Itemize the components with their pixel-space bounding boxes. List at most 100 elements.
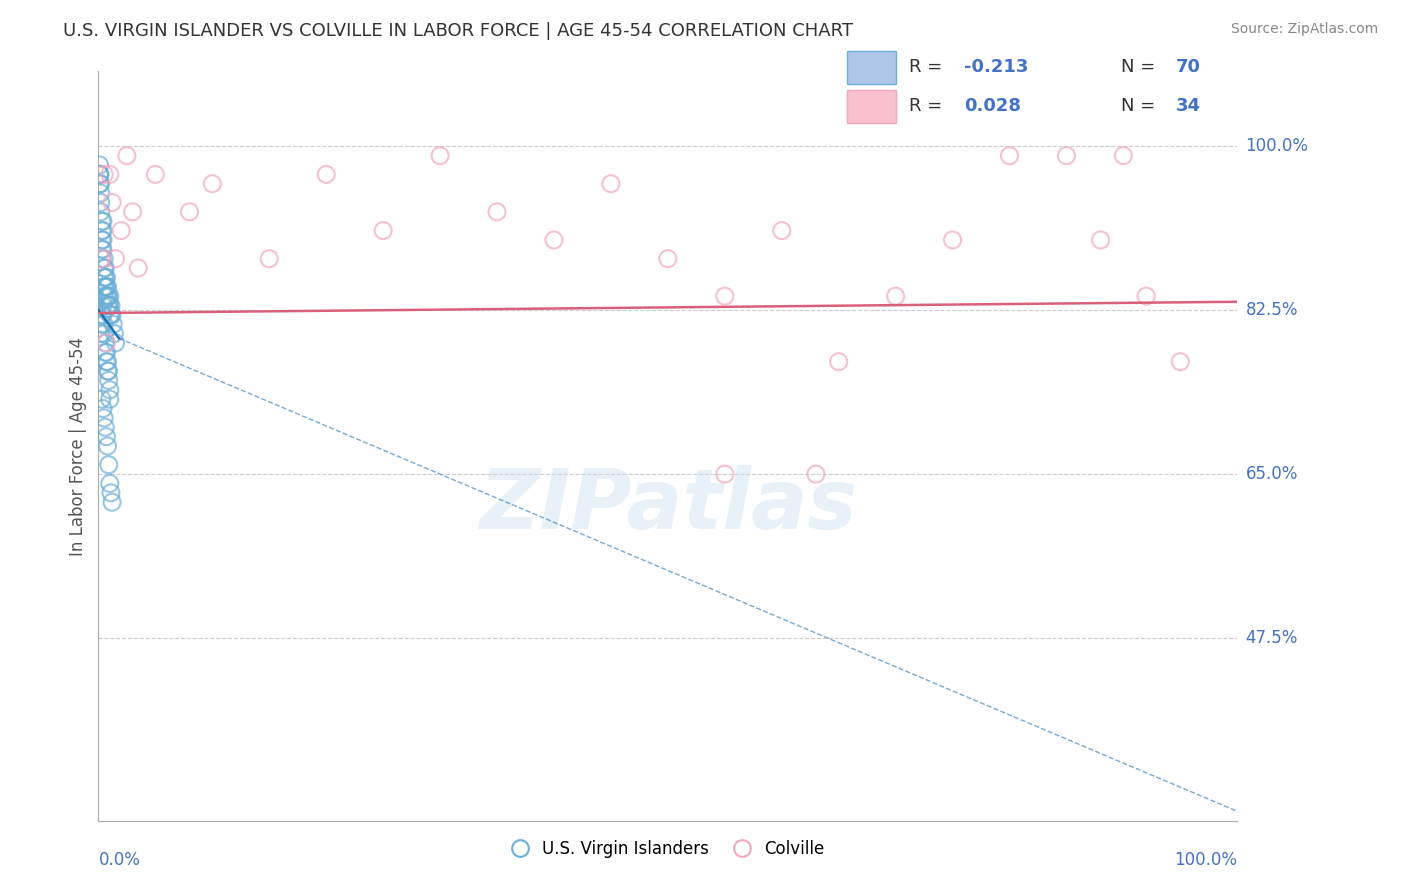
Point — [179, 205, 201, 219]
Point — [127, 261, 149, 276]
Point — [1090, 233, 1112, 247]
Point — [90, 318, 112, 332]
Point — [315, 168, 337, 182]
Point — [201, 177, 224, 191]
Point — [121, 205, 143, 219]
Point — [94, 336, 117, 351]
Point — [98, 308, 121, 322]
Point — [96, 280, 118, 294]
Point — [90, 308, 112, 322]
Point — [89, 158, 111, 172]
Point — [770, 224, 793, 238]
Point — [101, 495, 124, 509]
Point — [93, 252, 115, 266]
Point — [96, 345, 118, 359]
Text: N =: N = — [1121, 97, 1161, 115]
Point — [91, 224, 114, 238]
Point — [100, 308, 122, 322]
Point — [98, 392, 121, 407]
Point — [96, 289, 118, 303]
Point — [90, 224, 112, 238]
Text: 82.5%: 82.5% — [1246, 301, 1298, 319]
Point — [94, 261, 117, 276]
Point — [91, 401, 114, 416]
Point — [96, 355, 118, 369]
Point — [96, 430, 118, 444]
Point — [429, 149, 451, 163]
Text: 0.028: 0.028 — [965, 97, 1021, 115]
Point — [1135, 289, 1157, 303]
Text: 100.0%: 100.0% — [1246, 137, 1309, 155]
Point — [97, 364, 120, 378]
Point — [145, 168, 167, 182]
Point — [90, 177, 112, 191]
Point — [90, 233, 112, 247]
Point — [91, 214, 114, 228]
Point — [1170, 355, 1192, 369]
Point — [94, 345, 117, 359]
Point — [96, 336, 118, 351]
Point — [828, 355, 851, 369]
Point — [96, 439, 118, 453]
Point — [91, 308, 114, 322]
Point — [98, 383, 121, 397]
Point — [93, 411, 115, 425]
Point — [97, 374, 120, 388]
Point — [93, 270, 115, 285]
Point — [94, 280, 117, 294]
Point — [90, 326, 112, 341]
Point — [97, 299, 120, 313]
Point — [97, 458, 120, 472]
Text: 0.0%: 0.0% — [98, 851, 141, 869]
Point — [90, 243, 112, 257]
Point — [90, 195, 112, 210]
Point — [98, 168, 121, 182]
Bar — [846, 52, 897, 84]
Point — [714, 467, 737, 482]
Point — [101, 195, 124, 210]
Text: ZIPatlas: ZIPatlas — [479, 466, 856, 547]
Point — [998, 149, 1021, 163]
Point — [100, 299, 122, 313]
Text: U.S. VIRGIN ISLANDER VS COLVILLE IN LABOR FORCE | AGE 45-54 CORRELATION CHART: U.S. VIRGIN ISLANDER VS COLVILLE IN LABO… — [63, 22, 853, 40]
Point — [93, 168, 115, 182]
Point — [600, 177, 623, 191]
Point — [90, 392, 112, 407]
Point — [90, 205, 112, 219]
Text: Source: ZipAtlas.com: Source: ZipAtlas.com — [1230, 22, 1378, 37]
Point — [90, 252, 112, 266]
Point — [93, 326, 115, 341]
Point — [93, 261, 115, 276]
Text: R =: R = — [908, 97, 948, 115]
Text: 70: 70 — [1175, 59, 1201, 77]
Point — [657, 252, 679, 266]
Point — [104, 336, 127, 351]
Point — [96, 355, 118, 369]
Text: 34: 34 — [1175, 97, 1201, 115]
Text: R =: R = — [908, 59, 948, 77]
Point — [884, 289, 907, 303]
Point — [103, 326, 125, 341]
Text: -0.213: -0.213 — [965, 59, 1028, 77]
Point — [104, 252, 127, 266]
Point — [96, 270, 118, 285]
Point — [110, 224, 132, 238]
Point — [96, 280, 118, 294]
Point — [90, 186, 112, 201]
Point — [89, 177, 111, 191]
Point — [543, 233, 565, 247]
Point — [91, 243, 114, 257]
Point — [486, 205, 509, 219]
Point — [93, 280, 115, 294]
Point — [97, 289, 120, 303]
Point — [103, 318, 125, 332]
Point — [942, 233, 965, 247]
Point — [371, 224, 394, 238]
Point — [91, 299, 114, 313]
Point — [90, 214, 112, 228]
Point — [89, 168, 111, 182]
Point — [98, 289, 121, 303]
Point — [100, 485, 122, 500]
Point — [804, 467, 827, 482]
Point — [98, 299, 121, 313]
